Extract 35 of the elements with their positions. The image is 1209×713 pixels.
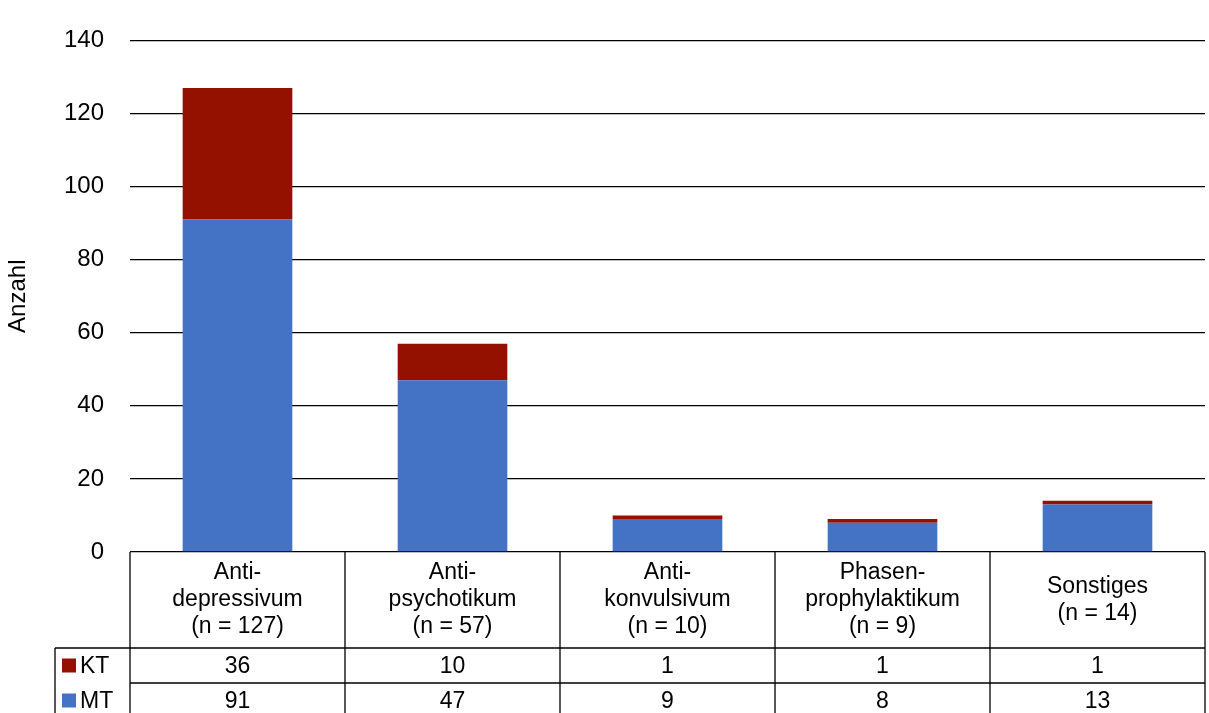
x-tick-label: Sonstiges (n = 14) (1046, 571, 1149, 625)
data-label: 1 (876, 651, 889, 678)
bar (612, 515, 723, 520)
bar (612, 519, 723, 552)
data-label: 9 (661, 686, 674, 713)
data-label: 10 (439, 651, 466, 678)
bar (397, 343, 508, 381)
y-tick-label: 120 (63, 98, 104, 126)
bar (827, 522, 938, 552)
x-tick-label: Anti- konvulsivum (n = 10) (604, 558, 731, 639)
data-label: 36 (224, 651, 251, 678)
x-tick-label: Anti- psychotikum (n = 57) (388, 558, 517, 639)
y-tick-label: 60 (77, 317, 104, 345)
bar (397, 380, 508, 552)
y-axis-title: Anzahl (3, 259, 31, 333)
legend-label: KT (80, 651, 110, 678)
y-tick-label: 100 (63, 171, 104, 199)
data-label: 13 (1084, 686, 1111, 713)
bar (182, 87, 293, 220)
y-tick-label: 80 (77, 244, 104, 272)
bar (182, 219, 293, 552)
x-tick-label: Phasen- prophylaktikum (n = 9) (805, 558, 960, 639)
data-label: 8 (876, 686, 889, 713)
y-tick-label: 40 (77, 390, 104, 418)
y-tick-label: 20 (77, 463, 104, 491)
legend-label: MT (80, 686, 114, 713)
data-label: 47 (439, 686, 466, 713)
y-tick-label: 140 (63, 25, 104, 53)
bar (827, 519, 938, 523)
x-tick-label: Anti- depressivum (n = 127) (172, 558, 303, 639)
data-label: 1 (1091, 651, 1104, 678)
data-label: 1 (661, 651, 674, 678)
y-tick-label: 0 (90, 536, 104, 564)
data-label: 91 (224, 686, 251, 713)
bar (1042, 504, 1153, 552)
